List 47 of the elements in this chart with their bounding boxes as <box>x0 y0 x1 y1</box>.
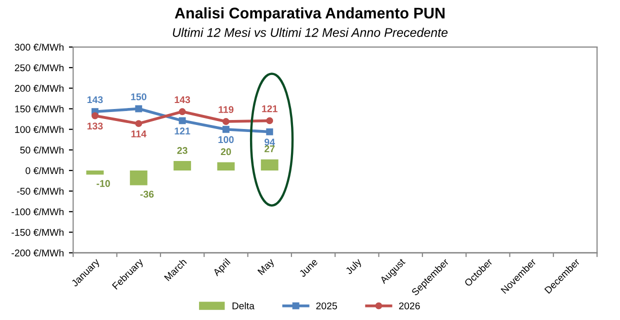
y-tick-label: 50 €/MWh <box>20 146 64 154</box>
y-tick-label: 250 €/MWh <box>14 64 64 72</box>
data-label: -10 <box>96 180 110 187</box>
y-tick-label: -200 €/MWh <box>12 249 64 256</box>
y-tick-label: -50 €/MWh <box>17 188 64 195</box>
point <box>178 108 186 116</box>
y-tick-label: -100 €/MWh <box>12 208 64 216</box>
y-tick-label: -150 €/MWh <box>12 228 64 236</box>
bar <box>217 162 235 170</box>
y-tick-label: 300 €/MWh <box>14 44 64 51</box>
bar <box>130 170 148 186</box>
point <box>222 126 230 133</box>
data-label: 150 <box>131 93 146 100</box>
y-tick-label: 150 €/MWh <box>15 105 64 112</box>
y-tick-label: 200 €/MWh <box>14 84 64 92</box>
chart-title: Analisi Comparativa Andamento PUN <box>174 7 445 22</box>
data-label: 133 <box>87 122 103 130</box>
legend-label: 2025 <box>316 302 337 310</box>
point <box>135 120 142 128</box>
data-label: 114 <box>131 130 146 138</box>
bar <box>174 161 192 170</box>
data-label: 94 <box>264 138 275 146</box>
point <box>266 128 274 136</box>
data-label: 20 <box>220 148 231 156</box>
y-tick-label: 0 €/MWh <box>26 166 64 174</box>
point <box>135 105 142 112</box>
point <box>178 117 186 124</box>
data-label: 143 <box>87 96 103 104</box>
chart-subtitle: Ultimi 12 Mesi vs Ultimi 12 Mesi Anno Precedente <box>172 28 448 37</box>
data-label: 121 <box>262 105 278 112</box>
bar <box>260 159 278 170</box>
legend-label: 2026 <box>399 302 420 310</box>
data-label: 23 <box>177 147 188 154</box>
data-label: 100 <box>218 136 234 144</box>
data-label: -36 <box>140 190 154 198</box>
data-label: 27 <box>264 145 275 152</box>
point <box>92 112 98 120</box>
data-label: 143 <box>174 96 190 104</box>
data-label: 119 <box>218 106 234 114</box>
point <box>222 118 230 125</box>
x-tick-label: July <box>344 258 364 276</box>
legend-label: Delta <box>232 302 255 310</box>
data-label: 121 <box>174 128 190 134</box>
y-tick-label: 100 €/MWh <box>15 126 64 133</box>
bar <box>86 170 104 175</box>
x-tick-label: May <box>257 258 276 276</box>
point <box>266 117 274 124</box>
